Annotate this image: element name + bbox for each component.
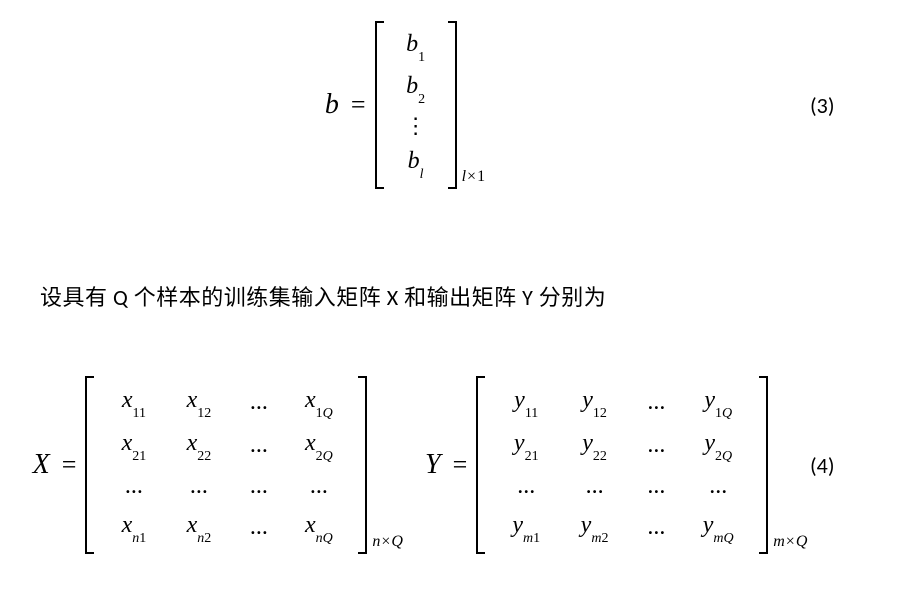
matrix-row: ... ... ... ...: [497, 473, 747, 500]
matrix-cell: xn2: [171, 512, 226, 543]
matrix-dots: ...: [634, 473, 679, 500]
eq3-vector-body: b1 b2 ⋮ bl: [386, 20, 446, 190]
page: b = b1 b2 ⋮ bl l×1 (3) 设具有 Q 个样本的训练集输入: [0, 0, 900, 591]
matrix-cell: x11: [106, 387, 161, 418]
matrix-cell: x22: [171, 430, 226, 461]
matrix-cell: ym1: [497, 512, 555, 543]
matrix-cell: ym2: [566, 512, 624, 543]
matrix-cell: x21: [106, 430, 161, 461]
right-bracket-icon: [446, 20, 460, 190]
right-bracket-icon: [356, 375, 370, 555]
matrix-dots: ...: [566, 473, 624, 500]
matrix-row: ym1 ym2 ... ymQ: [497, 512, 747, 543]
matrix-dots: ...: [689, 473, 747, 500]
vector-vdots: ⋮: [396, 115, 436, 137]
matrix-dots: ...: [236, 514, 281, 541]
matrix-dots: ...: [634, 432, 679, 459]
vector-entry: bl: [396, 148, 436, 179]
matrix-row: ... ... ... ...: [106, 473, 346, 500]
eq4-X-body: x11 x12 ... x1Q x21 x22 ... x2Q ...: [96, 375, 356, 555]
matrix-dots: ...: [634, 389, 679, 416]
matrix-cell: y21: [497, 430, 555, 461]
matrix-row: xn1 xn2 ... xnQ: [106, 512, 346, 543]
eq4-number: (4): [810, 452, 900, 479]
eq4-Y-equals: =: [453, 450, 468, 480]
matrix-dots: ...: [171, 473, 226, 500]
matrix-cell: y11: [497, 387, 555, 418]
paragraph-text: 设具有 Q 个样本的训练集输入矩阵 X 和输出矩阵 Y 分别为: [40, 280, 606, 312]
eq3-lhs: b: [325, 89, 339, 121]
eq3-number: (3): [810, 92, 900, 119]
eq3-dim: l×1: [462, 168, 485, 186]
matrix-cell: y1Q: [689, 387, 747, 418]
matrix-row: x21 x22 ... x2Q: [106, 430, 346, 461]
matrix-dots: ...: [291, 473, 346, 500]
matrix-dots: ...: [497, 473, 555, 500]
left-bracket-icon: [82, 375, 96, 555]
matrix-cell: x1Q: [291, 387, 346, 418]
matrix-cell: y22: [566, 430, 624, 461]
eq4-X-dim: n×Q: [372, 533, 403, 551]
matrix-dots: ...: [236, 432, 281, 459]
eq4-X: X = x11 x12 ... x1Q x21: [33, 375, 403, 555]
left-bracket-icon: [473, 375, 487, 555]
eq4-X-equals: =: [62, 450, 77, 480]
matrix-cell: xnQ: [291, 512, 346, 543]
matrix-cell: xn1: [106, 512, 161, 543]
matrix-cell: ymQ: [689, 512, 747, 543]
eq4-Y-lhs: Y: [425, 449, 441, 481]
equation-4: X = x11 x12 ... x1Q x21: [0, 375, 810, 555]
matrix-dots: ...: [106, 473, 161, 500]
matrix-row: y21 y22 ... y2Q: [497, 430, 747, 461]
eq4-Y: Y = y11 y12 ... y1Q y21: [425, 375, 807, 555]
vector-entry: b2: [396, 73, 436, 104]
eq4-X-matrix: x11 x12 ... x1Q x21 x22 ... x2Q ...: [82, 375, 403, 555]
vector-entry: b1: [396, 31, 436, 62]
matrix-cell: y12: [566, 387, 624, 418]
left-bracket-icon: [372, 20, 386, 190]
right-bracket-icon: [757, 375, 771, 555]
equation-3: b = b1 b2 ⋮ bl l×1: [0, 20, 810, 190]
matrix-row: y11 y12 ... y1Q: [497, 387, 747, 418]
matrix-row: x11 x12 ... x1Q: [106, 387, 346, 418]
matrix-dots: ...: [236, 389, 281, 416]
matrix-cell: x12: [171, 387, 226, 418]
eq3-vector: b1 b2 ⋮ bl l×1: [372, 20, 485, 190]
eq4-X-lhs: X: [33, 449, 50, 481]
eq4-Y-matrix: y11 y12 ... y1Q y21 y22 ... y2Q ...: [473, 375, 807, 555]
eq3-equals: =: [351, 90, 366, 120]
equation-3-row: b = b1 b2 ⋮ bl l×1 (3): [0, 10, 900, 200]
eq4-Y-body: y11 y12 ... y1Q y21 y22 ... y2Q ...: [487, 375, 757, 555]
matrix-cell: x2Q: [291, 430, 346, 461]
matrix-dots: ...: [634, 514, 679, 541]
matrix-cell: y2Q: [689, 430, 747, 461]
eq4-Y-dim: m×Q: [773, 533, 807, 551]
matrix-dots: ...: [236, 473, 281, 500]
equation-4-row: X = x11 x12 ... x1Q x21: [0, 360, 900, 570]
